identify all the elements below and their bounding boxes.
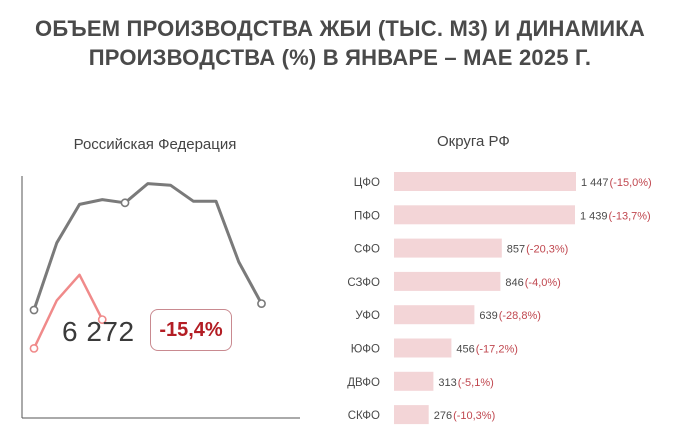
line-point bbox=[97, 315, 107, 324]
category-label: СКФО bbox=[348, 410, 380, 422]
value-number: 313 bbox=[438, 377, 456, 389]
category-label: ДВФО bbox=[347, 377, 380, 389]
value-label: 1 447(-15,0%) bbox=[581, 177, 652, 189]
bar-row: СКФО 276(-10,3%) bbox=[348, 405, 496, 425]
value-label: 1 439(-13,7%) bbox=[580, 210, 651, 222]
right-panel-title: Округа РФ bbox=[437, 133, 510, 150]
bar-row: ПФО 1 439(-13,7%) bbox=[354, 205, 651, 225]
value-label: 276(-10,3%) bbox=[434, 410, 496, 422]
line-series-2 bbox=[32, 273, 104, 350]
left-panel-title: Российская Федерация bbox=[73, 136, 237, 153]
bar bbox=[394, 238, 502, 258]
value-number: 639 bbox=[479, 310, 497, 322]
bar-row: СФО 857(-20,3%) bbox=[354, 238, 569, 258]
chart-title: ОБЪЕМ ПРОИЗВОДСТВА ЖБИ (ТЫС. М3) И ДИНАМ… bbox=[0, 14, 680, 72]
total-production-value: 6 272 bbox=[62, 316, 135, 347]
bar-row: СЗФО 846(-4,0%) bbox=[347, 271, 561, 291]
category-label: ЮФО bbox=[351, 344, 380, 356]
category-label: ПФО bbox=[354, 210, 380, 222]
line-point bbox=[257, 299, 266, 308]
value-change: (-20,3%) bbox=[526, 244, 568, 256]
category-label: ЦФО bbox=[354, 177, 380, 189]
value-change: (-28,8%) bbox=[499, 310, 541, 322]
value-label: 857(-20,3%) bbox=[507, 244, 569, 256]
bar-row: ЦФО 1 447(-15,0%) bbox=[354, 172, 652, 191]
chart-title-line-2: ПРОИЗВОДСТВА (%) В ЯНВАРЕ – МАЕ 2025 Г. bbox=[88, 45, 592, 70]
line-point bbox=[29, 305, 39, 315]
value-label: 456(-17,2%) bbox=[456, 344, 518, 356]
category-label: СЗФО bbox=[347, 277, 380, 289]
value-number: 846 bbox=[505, 277, 523, 289]
value-label: 313(-5,1%) bbox=[438, 377, 493, 389]
value-label: 639(-28,8%) bbox=[479, 310, 541, 322]
value-change: (-10,3%) bbox=[453, 410, 495, 422]
value-number: 1 439 bbox=[580, 210, 608, 222]
bar bbox=[394, 338, 452, 358]
value-change: (-17,2%) bbox=[476, 344, 518, 356]
total-change-badge: -15,4% bbox=[150, 309, 232, 351]
value-change: (-5,1%) bbox=[458, 377, 494, 389]
bar bbox=[394, 172, 576, 191]
category-label: СФО bbox=[354, 244, 380, 256]
category-label: УФО bbox=[355, 310, 380, 322]
value-label: 846(-4,0%) bbox=[505, 277, 560, 289]
line-series-1 bbox=[32, 182, 263, 312]
bar bbox=[394, 205, 575, 225]
value-change: (-13,7%) bbox=[609, 210, 651, 222]
total-change-value: -15,4% bbox=[159, 318, 223, 341]
value-number: 857 bbox=[507, 244, 525, 256]
value-change: (-4,0%) bbox=[525, 277, 561, 289]
value-number: 276 bbox=[434, 410, 452, 422]
districts-bar-chart: ЦФО 1 447(-15,0%)ПФО 1 439(-13,7%)СФО 857(-… bbox=[347, 172, 652, 425]
line-chart bbox=[21, 176, 300, 419]
bar-row: ДВФО 313(-5,1%) bbox=[347, 371, 494, 391]
bar bbox=[394, 305, 475, 325]
line-point bbox=[120, 198, 130, 208]
value-number: 1 447 bbox=[581, 177, 609, 189]
value-change: (-15,0%) bbox=[610, 177, 652, 189]
chart-title-line-1: ОБЪЕМ ПРОИЗВОДСТВА ЖБИ (ТЫС. М3) И ДИНАМ… bbox=[35, 16, 645, 41]
bar-row: УФО 639(-28,8%) bbox=[355, 305, 541, 325]
bar-row: ЮФО 456(-17,2%) bbox=[351, 338, 518, 358]
value-number: 456 bbox=[456, 344, 474, 356]
line-point bbox=[29, 343, 39, 353]
bar bbox=[394, 371, 434, 391]
bar bbox=[394, 405, 429, 425]
bar bbox=[394, 271, 501, 291]
